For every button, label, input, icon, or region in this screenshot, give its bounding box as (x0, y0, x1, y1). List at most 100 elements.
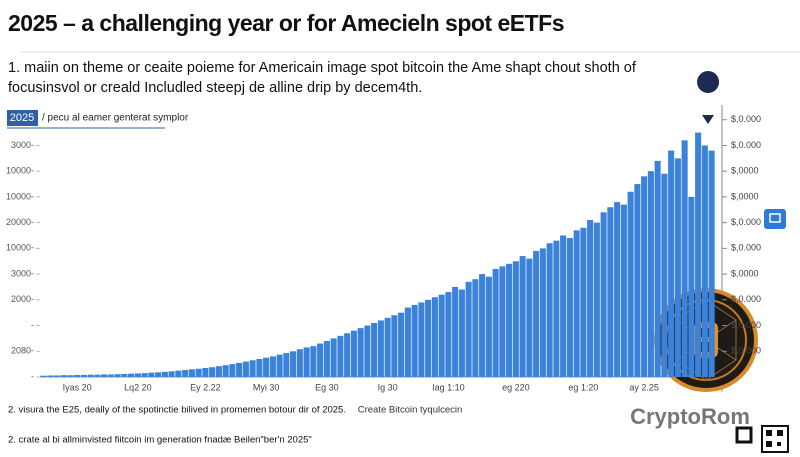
bar (182, 370, 189, 377)
bar (94, 374, 101, 377)
bar (526, 258, 533, 377)
bar (458, 289, 465, 377)
bar (357, 328, 364, 377)
bar (506, 263, 513, 377)
bar (553, 240, 560, 377)
bar (627, 191, 634, 377)
bar (614, 202, 621, 377)
x-tick-label: eg 220 (502, 382, 530, 392)
y2-tick-label: $,0000 (731, 268, 759, 278)
bar (134, 373, 141, 377)
bar (269, 356, 276, 377)
bar (418, 302, 425, 377)
y2-tick-label: $,0.000 (731, 346, 761, 356)
bar (40, 375, 47, 377)
y-tick-label: - (31, 371, 34, 381)
bar (60, 375, 67, 377)
y-tick-label: 10000- (6, 166, 34, 176)
bar (600, 212, 607, 377)
bar (242, 361, 249, 377)
bar (533, 250, 540, 377)
bar (215, 366, 222, 377)
x-tick-label: Myi 30 (253, 382, 280, 392)
bar (425, 299, 432, 377)
x-tick-label: Iag 1:10 (432, 382, 465, 392)
y2-tick-label: $,0000 (731, 191, 759, 201)
bar (465, 281, 472, 377)
bar (546, 243, 553, 377)
bar (472, 279, 479, 377)
legend-label: / pecu al eamer genterat symplor (42, 113, 189, 124)
y2-tick-label: $,0.000 (731, 243, 761, 253)
bar (323, 340, 330, 377)
bar (701, 145, 708, 377)
bar (107, 374, 114, 377)
y2-tick-label: $,0000 (731, 166, 759, 176)
bar (283, 353, 290, 377)
bar (87, 374, 94, 377)
y2-tick-label: $,0.000 (731, 294, 761, 304)
bar (47, 375, 54, 377)
bar (155, 372, 162, 377)
bar (209, 367, 216, 377)
y-tick-label: 20000- (6, 217, 34, 227)
side-badge (764, 209, 786, 229)
bar (398, 312, 405, 377)
y-tick-label: 10000- (6, 191, 34, 201)
legend-badge-bg (7, 110, 38, 126)
bar (317, 343, 324, 377)
note: 2. visura the E25, deally of the spotinc… (8, 405, 346, 416)
y2-tick-label: $,0.000 (731, 114, 761, 124)
bar (101, 374, 108, 377)
bar (337, 335, 344, 377)
bar (620, 204, 627, 377)
bar (350, 330, 357, 377)
bar (330, 338, 337, 377)
bar (519, 256, 526, 377)
bar (445, 292, 452, 377)
source: Create Bitcoin tyqulcecin (358, 405, 463, 416)
y-tick-label: 3000- (11, 268, 34, 278)
bar (202, 367, 209, 377)
bar (539, 248, 546, 377)
bar (303, 347, 310, 377)
bar (364, 325, 371, 377)
bar (431, 297, 438, 377)
bar (681, 140, 688, 377)
bar (641, 176, 648, 377)
bar (74, 374, 81, 377)
pin-icon (697, 71, 720, 124)
x-tick-label: Eg 30 (315, 382, 339, 392)
bar (276, 354, 283, 377)
bar (411, 304, 418, 377)
chart-title: 2025 – a challenging year or for Ameciel… (8, 10, 564, 36)
bar (580, 227, 587, 377)
y-tick-label: 2080- (11, 346, 34, 356)
bar (688, 196, 695, 377)
bar (708, 150, 715, 377)
bar (634, 184, 641, 377)
bar (114, 374, 121, 377)
bar (654, 160, 661, 377)
x-tick-label: Ey 2.22 (190, 382, 221, 392)
y2-tick-label: $,0.000 (731, 320, 761, 330)
bar (229, 364, 236, 377)
bar (168, 371, 175, 377)
bar (222, 365, 229, 377)
bar (53, 375, 60, 377)
y2-tick-label: $,0.000 (731, 217, 761, 227)
x-tick-label: Lq2 20 (124, 382, 152, 392)
bar (479, 274, 486, 377)
bar (310, 346, 317, 377)
bar (161, 371, 168, 377)
bar (499, 266, 506, 377)
x-tick-label: eg 1:20 (568, 382, 598, 392)
x-tick-label: Iyas 20 (63, 382, 92, 392)
brand: CryptoRom (630, 404, 750, 429)
bar (668, 150, 675, 377)
y-tick-label: 10000- (6, 243, 34, 253)
bar (587, 220, 594, 377)
bar (492, 268, 499, 377)
bar (485, 276, 492, 377)
